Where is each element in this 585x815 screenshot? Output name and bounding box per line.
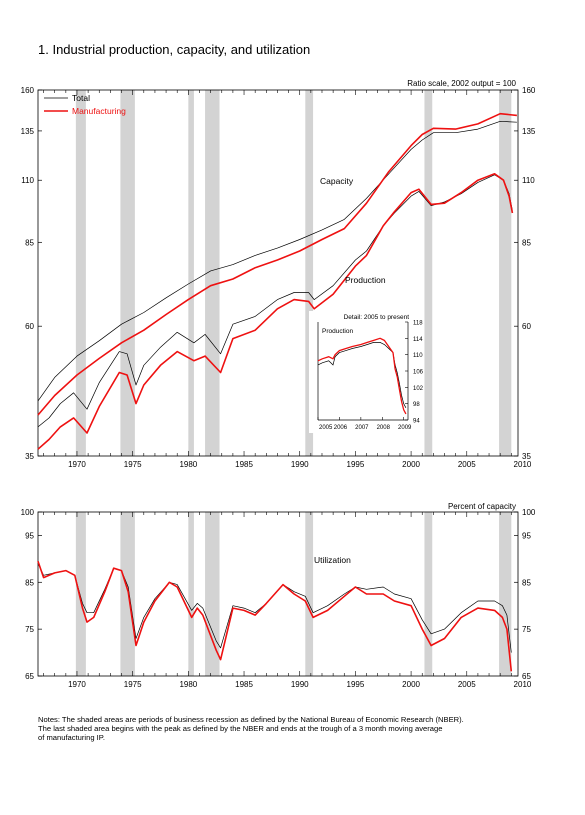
notes: Notes: The shaded areas are periods of b…: [38, 715, 538, 742]
y-tick-label-right: 100: [522, 508, 536, 517]
detail-y-tick-label: 98: [413, 402, 420, 408]
x-tick-label: 1990: [291, 460, 309, 469]
detail-inset-chart: Detail: 2005 to present Production 94 98 102…: [309, 311, 424, 433]
recession-band: [120, 512, 135, 676]
y-tick-label-right: 85: [522, 578, 531, 587]
production-annotation: Production: [345, 275, 386, 285]
manufacturing-line: [37, 560, 513, 672]
detail-y-tick-label: 110: [413, 353, 423, 359]
recession-band: [305, 512, 314, 676]
detail-y-tick-label: 114: [413, 337, 423, 343]
util-scale-note: Percent of capacity: [448, 502, 516, 511]
capacity-production-chart: 35 35 60 60 85 85 110 110 135 135 160 160 1970 1975 19…: [21, 79, 536, 469]
x-tick-label: 1980: [179, 680, 197, 689]
y-tick-label-left: 65: [25, 672, 34, 681]
y-tick-label-left: 135: [21, 127, 35, 136]
capacity-annotation: Capacity: [320, 176, 354, 186]
detail-total-line: [317, 342, 407, 408]
utilization-annotation: Utilization: [314, 555, 351, 565]
recession-band: [75, 512, 86, 676]
detail-label: Production: [322, 328, 353, 335]
x-tick-label: 2000: [402, 680, 420, 689]
recession-band: [205, 512, 220, 676]
x-tick-label: 1985: [235, 680, 253, 689]
detail-y-tick-label: 118: [413, 321, 423, 327]
y-tick-label-left: 75: [25, 625, 34, 634]
y-tick-label-right: 135: [522, 127, 536, 136]
detail-y-tick-label: 94: [413, 419, 420, 425]
x-tick-label: 1970: [68, 460, 86, 469]
x-tick-label: 2010: [514, 460, 532, 469]
detail-y-tick-label: 102: [413, 386, 424, 392]
page-title: 1. Industrial production, capacity, and …: [38, 42, 311, 57]
capacity-manufacturing-line: [37, 112, 517, 416]
x-tick-label: 1995: [347, 680, 365, 689]
recession-band: [120, 90, 135, 456]
y-tick-label-right: 110: [522, 176, 535, 185]
detail-y-tick-label: 106: [413, 370, 424, 376]
production-manufacturing-line: [37, 173, 514, 450]
recession-band: [205, 90, 220, 456]
y-tick-label-left: 85: [25, 578, 34, 587]
x-tick-label: 2000: [402, 460, 420, 469]
detail-title: Detail: 2005 to present: [344, 314, 410, 321]
recession-band: [499, 90, 512, 456]
total-line: [37, 563, 512, 653]
recession-band: [424, 90, 433, 456]
y-tick-label-left: 100: [21, 508, 35, 517]
capacity-total-line: [37, 120, 517, 402]
x-tick-label: 1995: [347, 460, 365, 469]
plot-frame: [37, 89, 519, 457]
detail-x-tick-label: 2008: [377, 425, 391, 431]
scale-note: Ratio scale, 2002 output = 100: [407, 79, 516, 88]
x-tick-label: 1985: [235, 460, 253, 469]
utilization-chart: 65 65 75 75 85 85 95 95 100 100 1970 1975 1980 1985 19…: [21, 502, 536, 689]
x-tick-label: 2010: [514, 680, 532, 689]
y-tick-label-right: 75: [522, 625, 531, 634]
x-tick-label: 1980: [179, 460, 197, 469]
x-tick-label: 2005: [458, 680, 476, 689]
detail-x-tick-label: 2007: [355, 425, 369, 431]
recession-band: [188, 512, 194, 676]
x-tick-label: 1990: [291, 680, 309, 689]
recession-band: [75, 90, 86, 456]
legend-total-label: Total: [72, 93, 90, 103]
x-tick-label: 1975: [124, 460, 142, 469]
y-tick-label-left: 95: [25, 531, 34, 540]
y-tick-label-right: 65: [522, 672, 531, 681]
y-tick-label-left: 85: [25, 238, 34, 247]
notes-line-3: of manufacturing IP.: [38, 733, 105, 742]
y-tick-label-right: 95: [522, 531, 531, 540]
y-tick-label-left: 110: [21, 176, 34, 185]
recession-band: [188, 90, 194, 456]
x-tick-label: 1975: [124, 680, 142, 689]
notes-line-2: The last shaded area begins with the pea…: [38, 724, 443, 733]
x-tick-label: 2005: [458, 460, 476, 469]
x-tick-label: 1970: [68, 680, 86, 689]
recession-band: [424, 512, 433, 676]
y-tick-label-right: 160: [522, 86, 536, 95]
legend-manufacturing-label: Manufacturing: [72, 106, 126, 116]
y-tick-label-right: 60: [522, 322, 531, 331]
y-tick-label-left: 35: [25, 452, 34, 461]
detail-x-tick-label: 2009: [398, 425, 412, 431]
recession-band: [305, 90, 314, 456]
y-tick-label-left: 60: [25, 322, 34, 331]
notes-line-1: Notes: The shaded areas are periods of b…: [38, 715, 464, 724]
y-tick-label-left: 160: [21, 86, 35, 95]
detail-x-tick-label: 2006: [334, 425, 348, 431]
plot-frame: [37, 511, 519, 677]
y-tick-label-right: 85: [522, 238, 531, 247]
y-tick-label-right: 35: [522, 452, 531, 461]
detail-x-tick-label: 2005: [319, 425, 333, 431]
detail-manufacturing-line: [317, 337, 407, 415]
